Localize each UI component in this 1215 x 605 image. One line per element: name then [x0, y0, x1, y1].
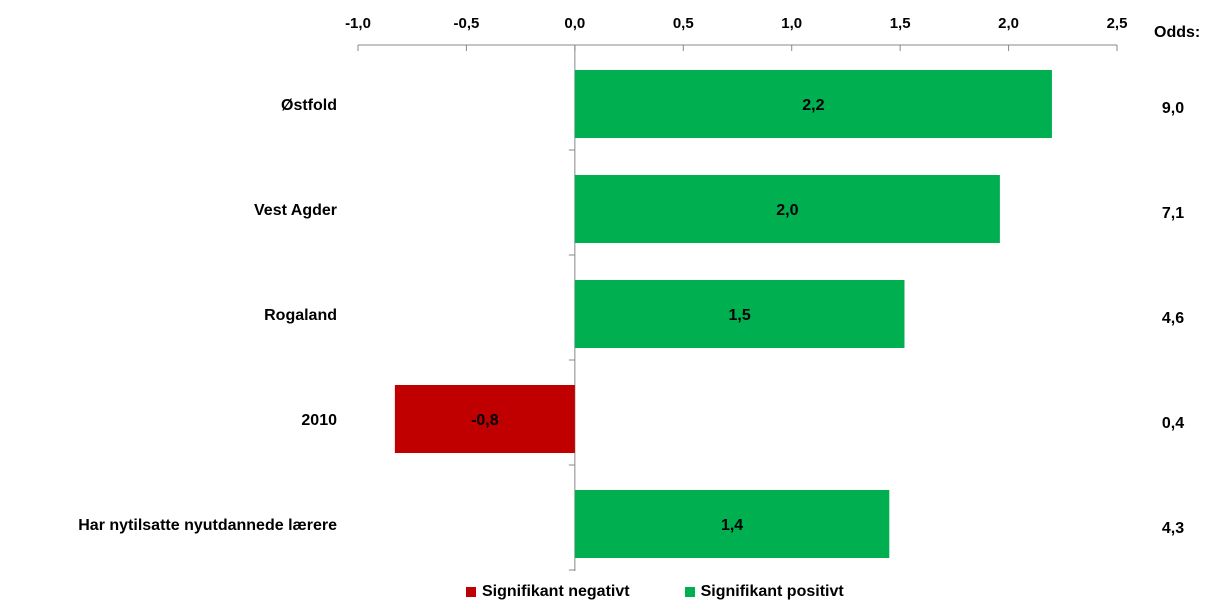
x-tick-label: -0,5	[453, 15, 479, 32]
category-label: 2010	[301, 412, 337, 429]
odds-header: Odds:	[1154, 24, 1200, 41]
legend: Signifikant negativt Signifikant positiv…	[466, 581, 899, 603]
bar	[394, 385, 575, 453]
odds-value: 4,3	[1162, 520, 1184, 537]
x-tick-label: 2,0	[998, 15, 1019, 32]
bar-value-label: 2,2	[802, 97, 824, 114]
bar-value-label: 2,0	[776, 202, 798, 219]
legend-swatch-negative	[466, 587, 476, 597]
legend-swatch-positive	[684, 587, 695, 597]
x-tick-label: -1,0	[345, 15, 371, 32]
legend-item-negative: Signifikant negativt	[466, 583, 630, 601]
odds-value: 7,1	[1162, 205, 1184, 222]
x-tick-label: 1,0	[781, 15, 802, 32]
x-tick-label: 2,5	[1107, 15, 1128, 32]
bar-value-label: -0,8	[471, 412, 499, 429]
bar	[574, 490, 890, 558]
bars	[394, 70, 1052, 558]
category-label: Har nytilsatte nyutdannede lærere	[78, 517, 337, 534]
odds-value: 9,0	[1162, 100, 1184, 117]
category-label: Vest Agder	[254, 202, 337, 219]
bar	[574, 70, 1052, 138]
bar	[574, 175, 1000, 243]
labels: Odds: 2,2 Østfold 9,0 2,0 Vest Agder 7,1 1,5 Rog…	[78, 24, 1200, 537]
bar-value-label: 1,5	[729, 307, 751, 324]
x-tick-label: 0,0	[564, 15, 585, 32]
x-tick-label: 1,5	[890, 15, 911, 32]
bar-value-label: 1,4	[721, 517, 743, 534]
legend-label-negative: Signifikant negativt	[482, 583, 630, 600]
odds-value: 4,6	[1162, 310, 1184, 327]
odds-value: 0,4	[1162, 415, 1184, 432]
bar	[574, 280, 905, 348]
x-tick-label: 0,5	[673, 15, 694, 32]
legend-item-positive: Signifikant positivt	[684, 583, 844, 601]
category-label: Østfold	[281, 97, 337, 114]
category-label: Rogaland	[264, 307, 337, 324]
legend-label-positive: Signifikant positivt	[700, 583, 844, 600]
